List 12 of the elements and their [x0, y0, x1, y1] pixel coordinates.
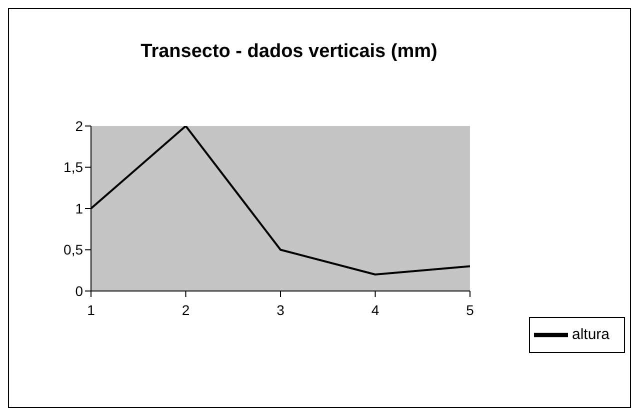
y-tick-label: 0 — [75, 282, 84, 299]
chart-title: Transecto - dados verticais (mm) — [140, 41, 438, 63]
y-tick-label: 1 — [75, 200, 84, 216]
x-tick-label: 2 — [182, 302, 190, 318]
y-tick-label: 2 — [75, 118, 84, 134]
x-tick-label: 1 — [87, 302, 96, 318]
legend-label: altura — [572, 326, 610, 343]
x-tick-label: 4 — [371, 302, 380, 318]
y-tick-label: 1,5 — [64, 159, 84, 176]
x-tick-label: 3 — [276, 302, 285, 318]
x-tick-label: 5 — [466, 302, 474, 318]
y-tick-label: 0,5 — [64, 242, 84, 258]
